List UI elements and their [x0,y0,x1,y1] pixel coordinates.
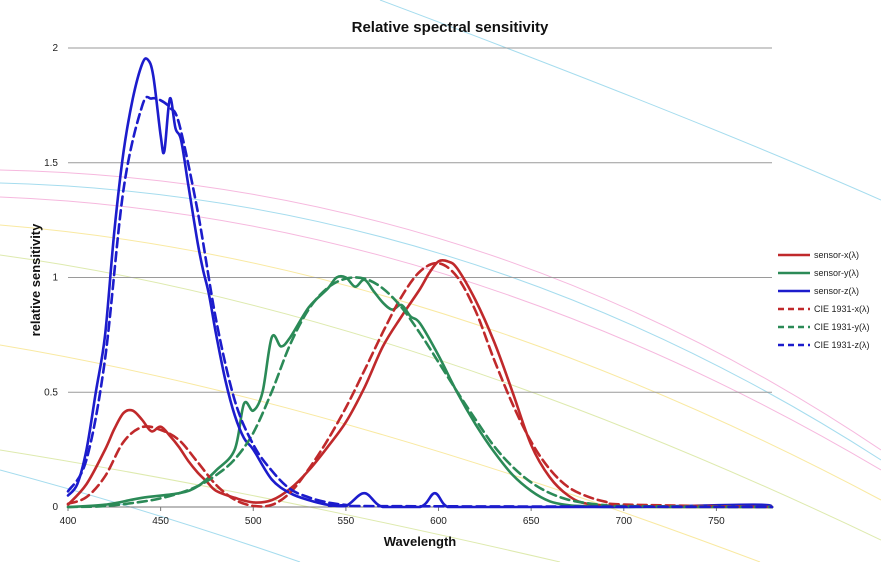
background-arc-0 [0,169,881,451]
background-arc-7 [0,469,301,563]
x-tick-label: 450 [152,516,169,527]
series-cie-1931-z [66,95,774,509]
background-arc-8 [379,0,881,201]
background-arc-5 [0,344,761,563]
legend-label: sensor-x(λ) [814,250,859,260]
x-tick-label: 700 [615,516,632,527]
y-tick-label: 0.5 [44,387,58,398]
legend-label: CIE 1931-x(λ) [814,304,870,314]
background-arc-1 [0,182,881,461]
background-arc-2 [0,196,881,471]
x-tick-label: 650 [523,516,540,527]
series-cie-1931-x [66,261,774,509]
x-tick-label: 750 [708,516,725,527]
series-cie-1931-y [66,276,774,509]
series-sensor-z [66,57,774,509]
legend: sensor-x(λ) sensor-y(λ) sensor-z(λ) CIE 193… [778,250,870,350]
series-sensor-y [66,274,774,509]
y-tick-label: 1.5 [44,158,58,169]
background-arc-4 [0,254,881,541]
y-axis-title: relative sensitivity [28,223,43,336]
x-tick-label: 550 [338,516,355,527]
x-tick-label: 600 [430,516,447,527]
legend-label: CIE 1931-z(λ) [814,340,870,350]
x-axis-title: Wavelength [384,534,457,549]
background-arc-6 [0,449,561,563]
y-tick-label: 0 [52,502,58,513]
series-layer [66,57,774,509]
legend-label: sensor-y(λ) [814,268,859,278]
legend-label: sensor-z(λ) [814,286,859,296]
legend-label: CIE 1931-y(λ) [814,322,870,332]
y-tick-label: 2 [52,43,58,54]
series-sensor-x [66,258,774,509]
background-arc-3 [0,224,881,501]
y-tick-label: 1 [52,273,58,284]
chart-title: Relative spectral sensitivity [352,19,549,36]
x-tick-label: 400 [60,516,77,527]
x-tick-label: 500 [245,516,262,527]
